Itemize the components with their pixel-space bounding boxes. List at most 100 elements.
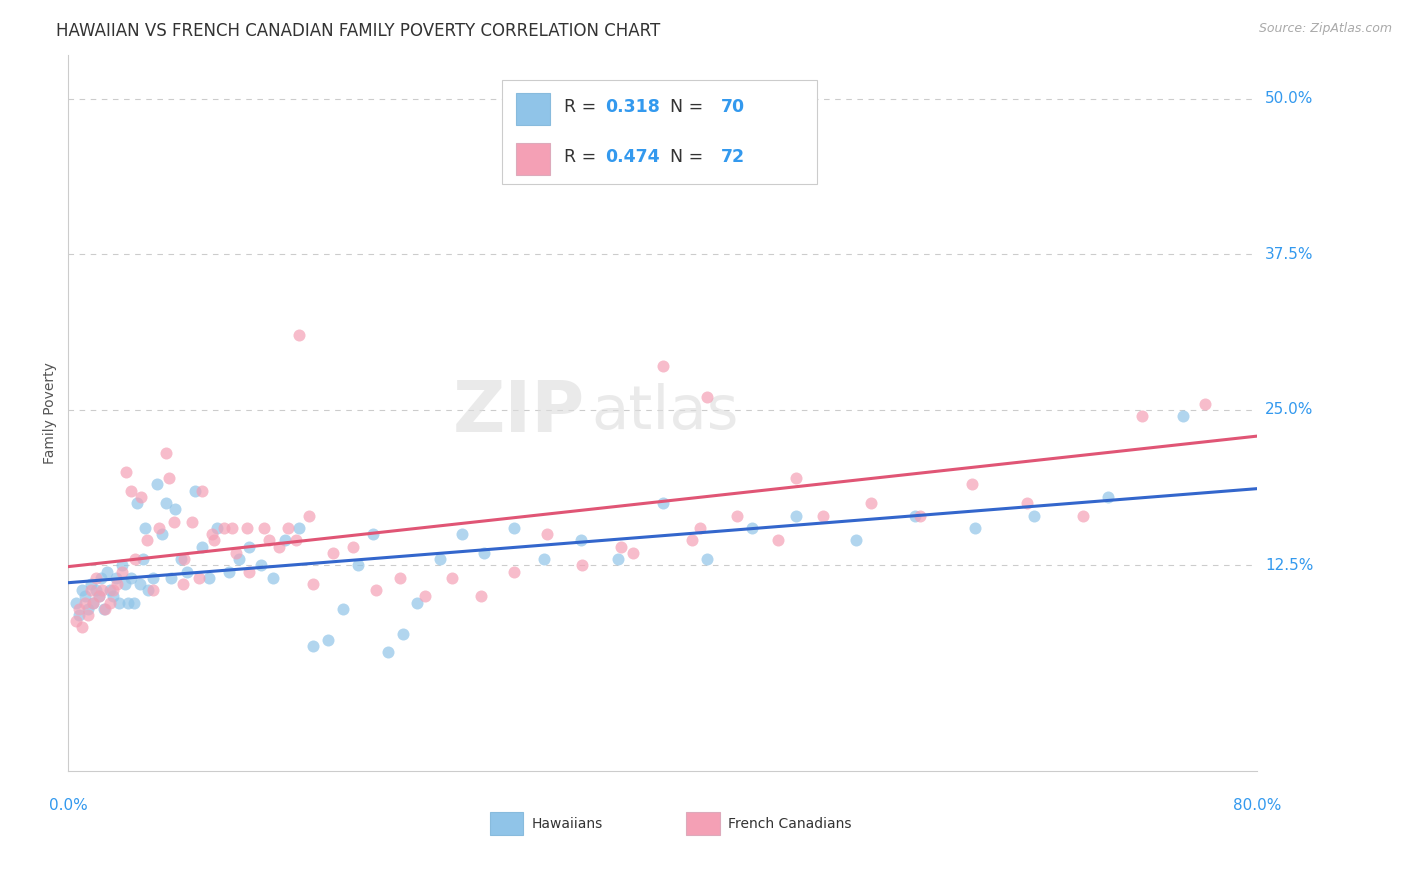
Point (533, 552, 555, 566)
Text: 12.5%: 12.5% (1265, 558, 1313, 573)
Point (607, 123, 630, 137)
Point (191, 540, 214, 554)
Text: Hawaiians: Hawaiians (531, 816, 603, 830)
Point (180, 515, 202, 529)
Point (89, 590, 111, 604)
Point (1022, 508, 1045, 523)
FancyBboxPatch shape (516, 93, 550, 125)
Point (76, 608, 98, 623)
Point (269, 540, 291, 554)
Point (150, 527, 173, 541)
Text: HAWAIIAN VS FRENCH CANADIAN FAMILY POVERTY CORRELATION CHART: HAWAIIAN VS FRENCH CANADIAN FAMILY POVER… (56, 22, 661, 40)
Text: 0.318: 0.318 (606, 98, 661, 116)
Point (262, 571, 284, 585)
Y-axis label: Family Poverty: Family Poverty (44, 362, 58, 464)
Text: 37.5%: 37.5% (1265, 247, 1313, 261)
Point (277, 521, 299, 535)
Point (159, 571, 181, 585)
Point (621, 546, 644, 560)
Point (610, 540, 633, 554)
Point (287, 521, 309, 535)
Point (960, 477, 983, 491)
Point (82, 596, 104, 610)
Text: 50.0%: 50.0% (1265, 91, 1313, 106)
Point (1015, 496, 1038, 510)
Point (388, 571, 411, 585)
Point (696, 390, 718, 404)
Point (111, 565, 134, 579)
Point (91, 583, 114, 598)
Point (93, 602, 115, 616)
Point (696, 552, 718, 566)
Point (122, 596, 145, 610)
Point (96, 565, 118, 579)
Point (1171, 409, 1194, 423)
Point (536, 527, 558, 541)
Text: 70: 70 (721, 98, 745, 116)
Point (117, 596, 139, 610)
Point (238, 540, 260, 554)
Point (238, 565, 260, 579)
Point (111, 558, 134, 573)
Point (859, 496, 882, 510)
Point (785, 508, 807, 523)
Point (76, 602, 98, 616)
Point (768, 533, 790, 548)
Point (212, 521, 235, 535)
Point (322, 546, 344, 560)
Point (302, 639, 325, 653)
Point (205, 521, 228, 535)
Point (361, 527, 384, 541)
Point (134, 521, 156, 535)
Text: N =: N = (659, 98, 709, 116)
FancyBboxPatch shape (491, 812, 523, 835)
Text: R =: R = (564, 98, 602, 116)
Point (228, 552, 250, 566)
FancyBboxPatch shape (502, 80, 817, 184)
Text: 72: 72 (721, 148, 745, 167)
Point (98, 583, 121, 598)
Point (65, 596, 87, 610)
FancyBboxPatch shape (686, 812, 720, 835)
Point (253, 521, 276, 535)
Point (120, 483, 142, 498)
Point (94, 602, 117, 616)
Point (131, 552, 153, 566)
Point (225, 546, 247, 560)
Point (101, 583, 124, 598)
Point (651, 496, 673, 510)
Point (67, 602, 90, 616)
Text: 80.0%: 80.0% (1233, 798, 1281, 814)
Text: Source: ZipAtlas.com: Source: ZipAtlas.com (1258, 22, 1392, 36)
Point (908, 508, 931, 523)
Point (413, 590, 436, 604)
Text: N =: N = (659, 148, 709, 167)
Point (105, 577, 128, 591)
Point (571, 558, 593, 573)
Point (124, 552, 146, 566)
Point (651, 359, 673, 374)
Point (391, 626, 413, 640)
Point (302, 577, 325, 591)
Point (163, 515, 186, 529)
Point (79, 577, 101, 591)
Point (89, 590, 111, 604)
Point (120, 571, 142, 585)
Point (173, 552, 195, 566)
Text: ZIP: ZIP (453, 378, 585, 448)
Point (155, 496, 177, 510)
Text: French Canadians: French Canadians (728, 816, 852, 830)
Point (148, 521, 170, 535)
Point (845, 533, 868, 548)
Point (73, 590, 96, 604)
Point (221, 521, 243, 535)
Text: 25.0%: 25.0% (1265, 402, 1313, 417)
Point (191, 483, 214, 498)
Point (785, 471, 807, 485)
Point (470, 590, 492, 604)
Point (406, 596, 429, 610)
Point (90, 571, 112, 585)
Text: atlas: atlas (591, 384, 738, 442)
Point (114, 577, 136, 591)
Point (689, 521, 711, 535)
